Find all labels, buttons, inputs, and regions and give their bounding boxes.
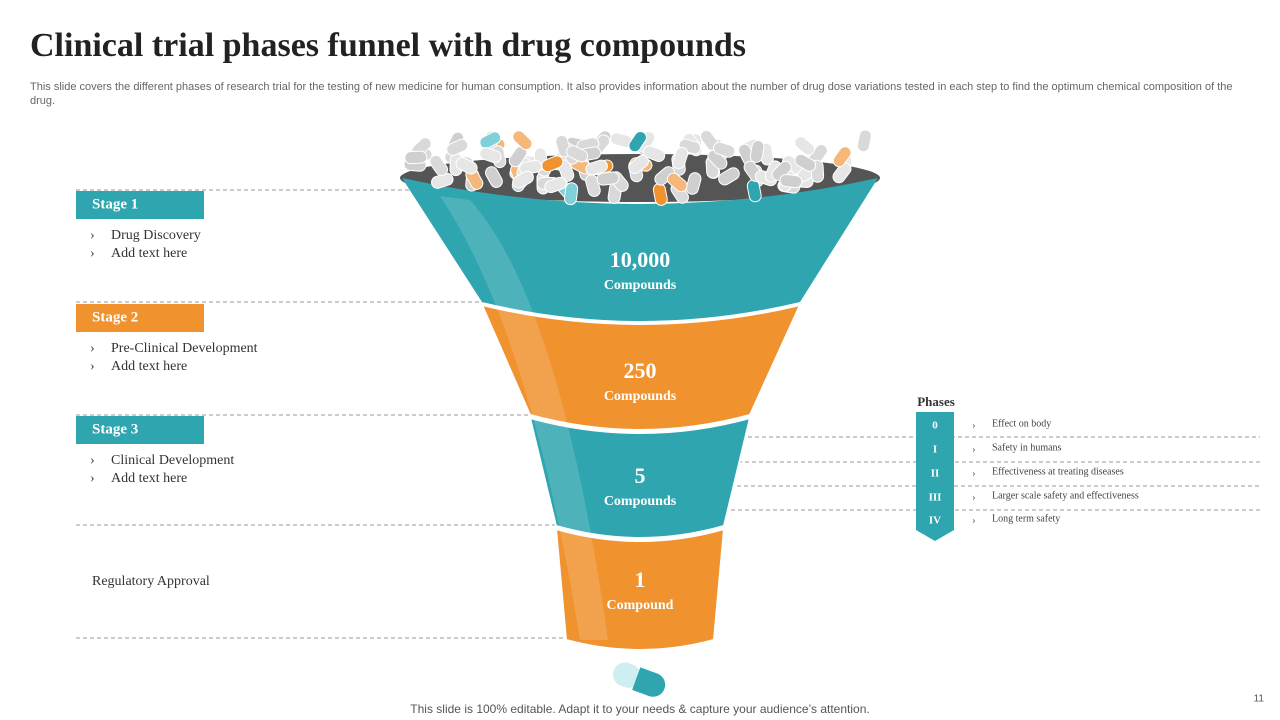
phase-text: Effectiveness at treating diseases xyxy=(992,466,1124,477)
pill xyxy=(718,167,740,186)
funnel-value: 250 xyxy=(624,358,657,383)
pill xyxy=(856,129,872,153)
pill xyxy=(685,172,702,195)
pill xyxy=(563,182,579,206)
bullet: › xyxy=(90,453,95,468)
stage-label: Stage 2 xyxy=(92,309,138,325)
stage-item: Add text here xyxy=(111,471,187,486)
funnel-value: 5 xyxy=(635,463,646,488)
pill xyxy=(404,150,428,165)
pill xyxy=(512,130,533,151)
funnel-segment xyxy=(554,527,726,651)
phase-numeral: II xyxy=(931,468,940,480)
phases-ribbon xyxy=(916,412,954,541)
pill xyxy=(429,154,449,177)
bullet: › xyxy=(972,492,976,504)
phases-title: Phases xyxy=(917,394,955,409)
stage-item: Clinical Development xyxy=(111,453,234,468)
pill xyxy=(485,166,503,188)
funnel-value: 10,000 xyxy=(610,247,671,272)
phase-numeral: 0 xyxy=(932,420,938,432)
pill xyxy=(779,173,803,189)
content: Stage 1 › Drug Discovery › Add text here Stag… xyxy=(76,191,1264,716)
pill xyxy=(642,145,666,163)
phase-numeral: III xyxy=(929,492,942,504)
capsule xyxy=(612,662,666,697)
funnel xyxy=(400,154,880,697)
funnel-unit: Compound xyxy=(607,598,674,613)
pill xyxy=(832,162,852,184)
bullet: › xyxy=(90,359,95,374)
funnel-unit: Compounds xyxy=(604,389,677,404)
bullet: › xyxy=(972,420,976,432)
pill xyxy=(479,131,502,150)
bullet: › xyxy=(972,444,976,456)
stage-item: Pre-Clinical Development xyxy=(111,341,258,356)
funnel-value: 1 xyxy=(635,567,646,592)
subtitle: This slide covers the different phases o… xyxy=(30,81,1233,107)
guides xyxy=(76,189,1260,639)
bullet: › xyxy=(90,228,95,243)
pill xyxy=(832,146,852,168)
phase-numeral: I xyxy=(933,444,937,456)
pill xyxy=(712,141,736,158)
pill xyxy=(512,170,534,189)
bullet: › xyxy=(90,471,95,486)
pills xyxy=(403,129,872,206)
pill xyxy=(666,172,688,193)
funnel-segment xyxy=(402,178,878,321)
stage-item: Add text here xyxy=(111,359,187,374)
phase-text: Larger scale safety and effectiveness xyxy=(992,490,1139,501)
pill xyxy=(585,159,608,176)
pill xyxy=(446,138,469,156)
stage-item: Add text here xyxy=(111,246,187,261)
pill xyxy=(628,130,647,153)
bullet: › xyxy=(972,515,976,527)
phase-text: Long term safety xyxy=(992,513,1060,524)
page-number: 11 xyxy=(1254,694,1265,705)
subtitle-box: This slide covers the different phases o… xyxy=(30,81,1233,107)
footer: This slide is 100% editable. Adapt it to… xyxy=(410,702,869,716)
stage-box xyxy=(76,304,204,332)
pill xyxy=(672,146,689,170)
pill xyxy=(794,153,817,172)
pill xyxy=(479,147,502,164)
stage-box xyxy=(76,416,204,444)
bullet: › xyxy=(90,246,95,261)
pill xyxy=(544,176,567,194)
pill xyxy=(455,157,478,175)
phase-text: Safety in humans xyxy=(992,442,1062,453)
bullet: › xyxy=(972,468,976,480)
stage-label: Regulatory Approval xyxy=(92,574,210,589)
pill xyxy=(749,140,765,163)
title: Clinical trial phases funnel with drug c… xyxy=(30,27,746,64)
stage-box xyxy=(76,191,204,219)
funnel-unit: Compounds xyxy=(604,494,677,509)
stage-label: Stage 1 xyxy=(92,196,138,212)
pill xyxy=(566,145,589,163)
pill xyxy=(794,136,815,156)
funnel-segment xyxy=(480,303,802,431)
stage-label: Stage 3 xyxy=(92,421,138,437)
pill xyxy=(596,171,620,186)
phase-text: Effect on body xyxy=(992,418,1051,429)
funnel-unit: Compounds xyxy=(604,278,677,293)
phase-numeral: IV xyxy=(929,515,941,527)
stage-item: Drug Discovery xyxy=(111,228,201,243)
funnel-shine xyxy=(440,196,608,640)
bullet: › xyxy=(90,341,95,356)
funnel-segment xyxy=(528,416,752,539)
pill xyxy=(541,155,564,173)
